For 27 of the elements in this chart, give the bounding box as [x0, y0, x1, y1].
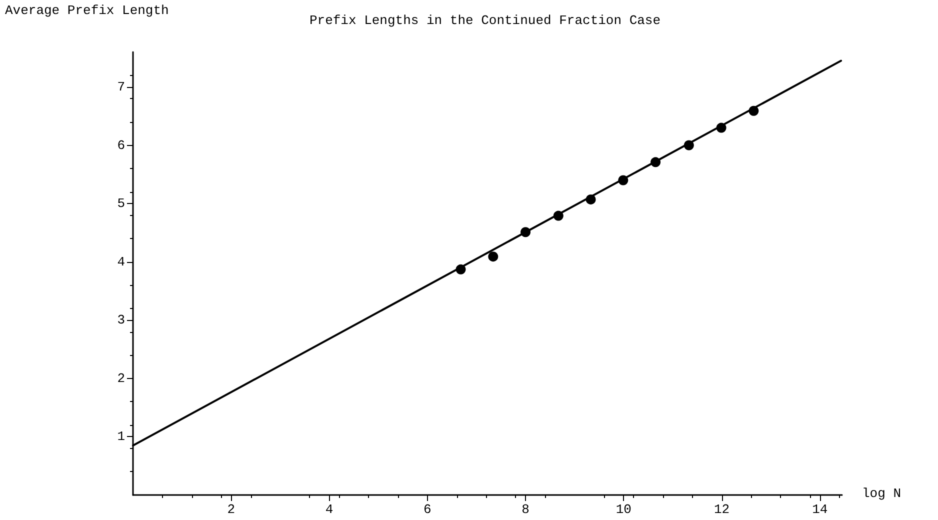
x-tick-label: 2: [227, 502, 236, 517]
y-tick-label: 4: [117, 254, 126, 270]
y-tick-label: 2: [117, 370, 125, 386]
point: [553, 210, 564, 221]
x-tick-label: 14: [812, 502, 828, 517]
point: [586, 194, 596, 204]
point: [684, 140, 694, 150]
point: [488, 252, 498, 262]
point: [520, 227, 531, 238]
chart-title: Prefix Lengths in the Continued Fraction Case: [309, 13, 661, 28]
y-tick-label: 6: [117, 138, 125, 153]
x-tick-label: 10: [616, 502, 632, 517]
point: [650, 157, 661, 168]
x-tick-label: 12: [714, 502, 730, 517]
y-axis-title: Average Prefix Length: [5, 3, 169, 18]
point: [716, 122, 726, 133]
x-tick-label: 6: [423, 502, 432, 517]
point: [748, 106, 759, 116]
y-tick-label: 3: [117, 312, 125, 328]
x-tick-label: 8: [522, 502, 530, 517]
x-tick-label: 4: [325, 502, 334, 517]
x-axis-title: log N: [862, 486, 902, 501]
y-tick-label: 5: [117, 196, 125, 212]
y-tick-label: 7: [117, 79, 125, 94]
point: [618, 175, 628, 186]
y-tick-label: 1: [117, 429, 126, 444]
point: [456, 264, 466, 274]
